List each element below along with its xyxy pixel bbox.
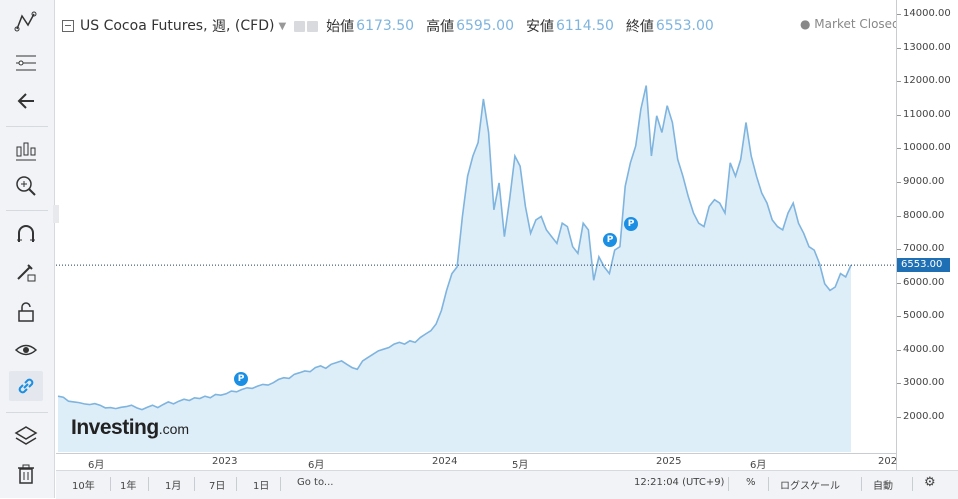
back-arrow-icon[interactable] (9, 86, 43, 116)
pencil-lock-icon[interactable] (9, 257, 43, 287)
toolbar-collapse-handle[interactable] (53, 205, 59, 223)
x-tick: 2024 (432, 456, 458, 467)
x-tick: 6月 (88, 460, 105, 471)
low-label: 安値 (525, 19, 554, 35)
clock-display: 12:21:04 (UTC+9) (634, 477, 725, 488)
market-status: ● Market Closed (800, 17, 900, 31)
log-scale-button[interactable]: ログスケール (780, 481, 840, 492)
y-tick: 7000.00 (896, 243, 945, 255)
x-tick: 2025 (656, 456, 682, 467)
x-tick: 5月 (512, 460, 529, 471)
eye-icon[interactable] (9, 335, 43, 365)
fib-retracement-icon[interactable] (9, 48, 43, 78)
chart-type-icon[interactable] (9, 136, 43, 166)
high-value: 6595.00 (456, 18, 514, 34)
y-tick: 14000.00 (897, 8, 951, 19)
interval-label[interactable]: 週 (212, 19, 227, 35)
settings-icon[interactable] (294, 20, 306, 32)
price-line (57, 85, 852, 411)
price-area (58, 85, 851, 452)
range-10y-button[interactable]: 10年 (72, 481, 95, 492)
collapse-legend-icon[interactable] (62, 20, 74, 32)
x-tick: 6月 (308, 460, 325, 471)
auto-scale-button[interactable]: 自動 (873, 481, 893, 492)
price-chart[interactable] (56, 0, 896, 470)
y-tick: 8000.00 (896, 209, 945, 221)
magnet-icon[interactable] (9, 220, 43, 250)
investing-logo: Investing.com (71, 416, 190, 439)
bottom-toolbar: 10年 1年 1月 7日 1日 Go to... 12:21:04 (UTC+9… (56, 470, 958, 499)
trash-icon[interactable] (9, 459, 43, 489)
range-1m-button[interactable]: 1月 (165, 481, 182, 492)
chevron-down-icon[interactable]: ▼ (278, 20, 287, 32)
p-marker-3[interactable]: P (624, 217, 638, 231)
high-label: 高値 (426, 19, 455, 35)
symbol-name[interactable]: US Cocoa Futures (80, 18, 204, 34)
x-tick: 6月 (750, 460, 767, 471)
zoom-icon[interactable] (9, 171, 43, 201)
y-tick: 11000.00 (897, 108, 951, 120)
chart-header: US Cocoa Futures, 週, (CFD) ▼ 始値 6173.50 高… (62, 15, 714, 37)
p-marker-1[interactable]: P (234, 372, 248, 386)
y-tick: 4000.00 (896, 343, 945, 355)
open-label: 始値 (326, 19, 355, 35)
y-tick: 6000.00 (896, 276, 945, 288)
y-tick: 9000.00 (896, 175, 945, 187)
range-1d-button[interactable]: 1日 (253, 481, 270, 492)
y-tick: 13000.00 (897, 41, 951, 53)
price-axis[interactable]: 14000.00 13000.00 12000.00 11000.00 10000.00… (896, 0, 958, 470)
low-value: 6114.50 (555, 18, 614, 34)
y-tick: 10000.00 (897, 142, 951, 154)
drawing-toolbar (0, 0, 55, 498)
range-1y-button[interactable]: 1年 (120, 481, 137, 492)
p-marker-2[interactable]: P (603, 233, 617, 247)
y-tick: 5000.00 (896, 310, 945, 322)
layers-icon[interactable] (9, 421, 43, 451)
open-value: 6173.50 (356, 18, 415, 34)
trend-line-icon[interactable] (9, 7, 43, 37)
y-tick: 3000.00 (896, 377, 945, 389)
time-axis[interactable]: 6月 2023 6月 2024 5月 2025 6月 202 (56, 453, 898, 471)
unlock-icon[interactable] (9, 297, 43, 327)
percent-button[interactable]: % (746, 477, 756, 488)
y-tick: 2000.00 (896, 411, 945, 422)
close-value: 6553.00 (655, 18, 714, 34)
link-icon[interactable] (9, 371, 43, 401)
gear-icon[interactable] (307, 20, 319, 32)
x-tick: 2023 (212, 456, 238, 467)
instrument-type: (CFD) (234, 18, 275, 34)
x-tick: 202 (878, 456, 898, 467)
last-price-tag: 6553.00 (897, 258, 950, 272)
close-label: 終値 (625, 19, 654, 35)
range-7d-button[interactable]: 7日 (209, 481, 226, 492)
goto-button[interactable]: Go to... (297, 477, 334, 488)
y-tick: 12000.00 (897, 75, 951, 87)
gear-icon[interactable]: ⚙ (924, 475, 936, 490)
